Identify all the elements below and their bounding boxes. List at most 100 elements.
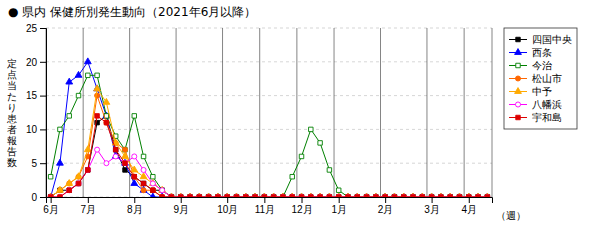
legend-item: 松山市 (509, 73, 562, 84)
x-axis-line (47, 198, 493, 204)
point (123, 168, 127, 172)
point (439, 195, 443, 197)
point (104, 120, 109, 125)
point (299, 195, 303, 197)
grid-line (46, 28, 492, 29)
legend-label: 松山市 (532, 73, 562, 84)
point (317, 193, 324, 197)
point (206, 195, 210, 197)
series-line (51, 116, 488, 197)
point (336, 194, 341, 197)
point (243, 194, 248, 197)
point (225, 194, 230, 197)
point (428, 193, 435, 197)
month-boundary (176, 28, 177, 197)
point (234, 195, 238, 197)
x-tick: 8月 (127, 197, 143, 215)
point (383, 195, 387, 197)
point (122, 161, 127, 166)
legend-marker (515, 88, 522, 94)
y-tick-label: 20 (26, 57, 38, 68)
point (196, 193, 203, 197)
x-tick-mark (227, 197, 228, 203)
y-tick-label: 0 (31, 192, 37, 203)
point (197, 194, 202, 197)
point (141, 154, 145, 158)
series (48, 114, 489, 197)
point (95, 114, 99, 118)
point (327, 194, 332, 197)
point (160, 188, 164, 192)
point (271, 194, 276, 197)
point (392, 194, 397, 197)
point (308, 194, 313, 197)
point (151, 188, 155, 192)
point (262, 195, 266, 197)
point (392, 195, 396, 197)
point (150, 181, 155, 186)
point (318, 194, 323, 197)
point (253, 195, 257, 197)
point (262, 194, 267, 197)
point (242, 193, 249, 197)
point (169, 195, 173, 197)
point (104, 161, 109, 166)
point (169, 195, 173, 197)
point (448, 194, 453, 197)
point (76, 181, 80, 185)
point (67, 188, 72, 193)
y-tick: 25 (26, 23, 46, 34)
point (216, 195, 220, 197)
point (383, 195, 387, 197)
point (48, 195, 52, 197)
x-tick: 10月 (217, 197, 238, 215)
point (67, 188, 71, 192)
point (188, 195, 192, 197)
point (290, 195, 294, 197)
legend-label: 中予 (532, 86, 552, 97)
point (429, 195, 433, 197)
series-layer (47, 58, 491, 197)
point (401, 194, 406, 197)
point (439, 195, 443, 197)
point (160, 188, 164, 192)
point (151, 174, 155, 178)
point (280, 193, 287, 197)
point (205, 193, 212, 197)
point (326, 193, 333, 197)
point (187, 193, 194, 197)
point (401, 195, 405, 197)
point (270, 193, 277, 197)
x-tick-label: 9月 (173, 204, 189, 215)
legend-item: 四国中央 (509, 34, 572, 45)
point (150, 188, 155, 193)
point (132, 154, 137, 159)
legend-item: 西条 (509, 47, 552, 58)
legend-label: 宇和島 (532, 112, 562, 123)
point (103, 98, 110, 104)
point (307, 193, 314, 197)
point (466, 194, 471, 197)
point (48, 195, 52, 197)
point (271, 195, 275, 197)
point (364, 194, 369, 197)
point (280, 193, 287, 197)
point (131, 166, 138, 172)
month-boundary (334, 28, 335, 197)
point (132, 174, 136, 178)
point (290, 194, 295, 197)
point (290, 174, 294, 178)
point (420, 194, 425, 197)
point (372, 193, 379, 197)
legend-label: 西条 (532, 47, 552, 58)
point (159, 186, 166, 192)
point (113, 154, 118, 159)
point (419, 193, 426, 197)
point (307, 193, 314, 197)
point (233, 193, 240, 197)
point (355, 195, 359, 197)
point (411, 195, 415, 197)
point (447, 193, 454, 197)
series-line (51, 89, 488, 197)
point (309, 127, 313, 131)
